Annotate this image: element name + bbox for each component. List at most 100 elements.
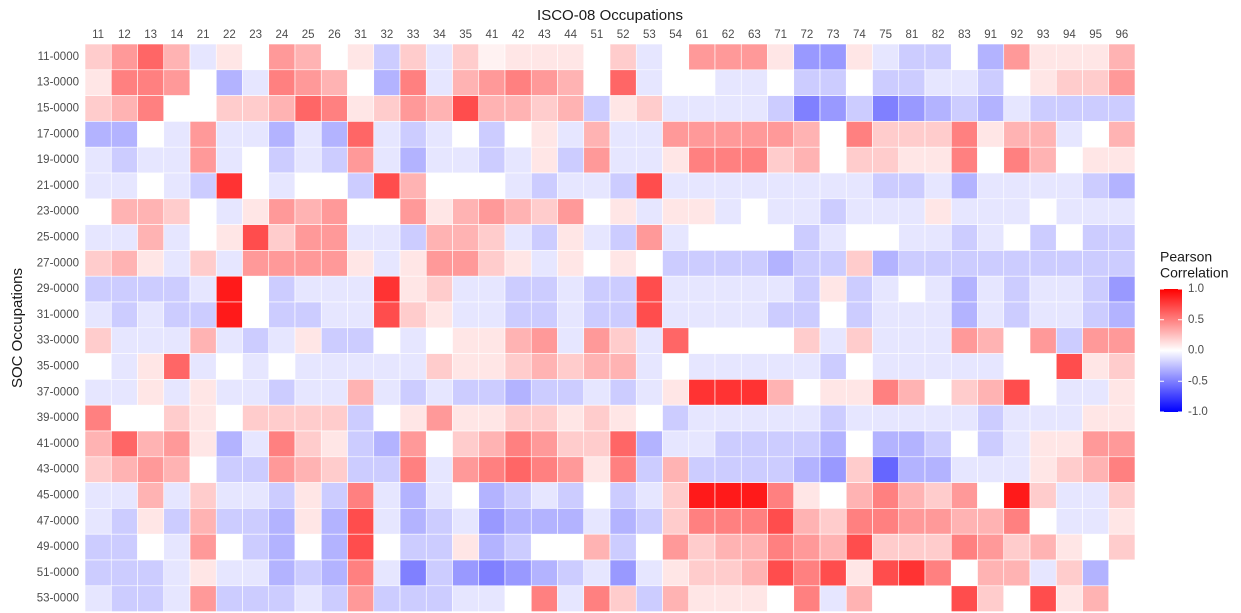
heatmap-cell: [1082, 327, 1110, 354]
heatmap-cell: [819, 353, 847, 380]
heatmap-cell: [163, 301, 191, 329]
heatmap-cell: [347, 69, 375, 96]
heatmap-cell: [872, 301, 900, 329]
heatmap-cell: [662, 353, 690, 380]
heatmap-cell: [662, 533, 690, 561]
x-tick-label: 13: [144, 29, 157, 41]
heatmap-cell: [478, 482, 506, 509]
heatmap-cell: [767, 508, 795, 535]
y-tick-label: 11-0000: [38, 51, 79, 63]
x-tick-label: 41: [485, 29, 498, 41]
y-tick-label: 51-0000: [37, 567, 79, 579]
x-tick-label: 82: [932, 29, 945, 41]
heatmap-cell: [320, 379, 348, 406]
heatmap-cell: [347, 585, 375, 612]
heatmap-cell: [714, 69, 742, 96]
heatmap-cell: [898, 379, 926, 406]
heatmap-cell: [845, 121, 873, 148]
heatmap-cell: [714, 172, 742, 200]
heatmap-cell: [767, 533, 795, 561]
heatmap-cell: [452, 533, 480, 561]
heatmap-cell: [977, 43, 1005, 71]
heatmap-cell: [294, 585, 322, 612]
heatmap-cell: [977, 353, 1005, 380]
heatmap-cell: [373, 327, 401, 354]
heatmap-cell: [662, 456, 690, 483]
heatmap-cell: [635, 69, 663, 96]
heatmap-cell: [898, 456, 926, 483]
heatmap-cell: [1108, 482, 1136, 509]
heatmap-cell: [1108, 146, 1136, 174]
heatmap-cell: [845, 250, 873, 277]
heatmap-cell: [530, 95, 558, 122]
y-tick-label: 15-0000: [37, 103, 79, 115]
heatmap-cell: [294, 69, 322, 96]
heatmap-cell: [793, 353, 821, 380]
heatmap-cell: [583, 43, 611, 71]
heatmap-cell: [898, 404, 926, 432]
heatmap-cell: [872, 172, 900, 200]
heatmap-cell: [635, 482, 663, 509]
heatmap-cell: [977, 404, 1005, 432]
heatmap-cell: [1108, 456, 1136, 483]
heatmap-cell: [714, 456, 742, 483]
x-tick-label: 31: [354, 29, 367, 41]
y-tick-label: 41-0000: [37, 438, 79, 450]
heatmap-cell: [399, 250, 427, 277]
heatmap-cell: [583, 69, 611, 96]
heatmap-cell: [530, 146, 558, 174]
heatmap-cell: [530, 301, 558, 329]
heatmap-cell: [1108, 43, 1136, 71]
heatmap-cell: [609, 559, 637, 587]
heatmap-cell: [714, 121, 742, 148]
heatmap-cell: [688, 275, 716, 303]
heatmap-cell: [1108, 559, 1136, 587]
heatmap-cell: [189, 482, 217, 509]
heatmap-cell: [1082, 95, 1110, 122]
heatmap-cell: [819, 95, 847, 122]
heatmap-cell: [924, 353, 952, 380]
heatmap-cell: [320, 508, 348, 535]
heatmap-cell: [740, 353, 768, 380]
heatmap-cell: [767, 430, 795, 458]
heatmap-cell: [1003, 250, 1031, 277]
heatmap-cell: [793, 404, 821, 432]
heatmap-cell: [163, 353, 191, 380]
colorbar-tick-label: 0.0: [1188, 345, 1204, 357]
heatmap-cell: [242, 404, 270, 432]
heatmap-cell: [399, 43, 427, 71]
heatmap-cell: [320, 95, 348, 122]
heatmap-cell: [373, 482, 401, 509]
heatmap-cell: [84, 533, 112, 561]
heatmap-cell: [714, 430, 742, 458]
heatmap-cell: [1029, 327, 1057, 354]
x-tick-label: 91: [984, 29, 997, 41]
heatmap-cell: [347, 275, 375, 303]
heatmap-cell: [268, 198, 296, 225]
heatmap-cell: [1055, 69, 1083, 96]
heatmap-cell: [845, 508, 873, 535]
heatmap-cell: [845, 43, 873, 71]
heatmap-cell: [110, 585, 138, 612]
heatmap-cell: [268, 353, 296, 380]
heatmap-cell: [215, 430, 243, 458]
heatmap-cell: [1108, 224, 1136, 251]
heatmap-cell: [609, 95, 637, 122]
heatmap-cell: [163, 275, 191, 303]
heatmap-cell: [189, 198, 217, 225]
heatmap-cell: [399, 224, 427, 251]
heatmap-cell: [845, 379, 873, 406]
heatmap-cell: [84, 585, 112, 612]
heatmap-cell: [583, 172, 611, 200]
heatmap-cell: [635, 172, 663, 200]
heatmap-cell: [898, 95, 926, 122]
heatmap-cell: [767, 327, 795, 354]
heatmap-cell: [872, 430, 900, 458]
heatmap-cell: [898, 482, 926, 509]
heatmap-cell: [478, 508, 506, 535]
heatmap-cell: [504, 585, 532, 612]
heatmap-cell: [530, 559, 558, 587]
heatmap-cell: [478, 172, 506, 200]
heatmap-cell: [215, 95, 243, 122]
heatmap-cell: [84, 327, 112, 354]
